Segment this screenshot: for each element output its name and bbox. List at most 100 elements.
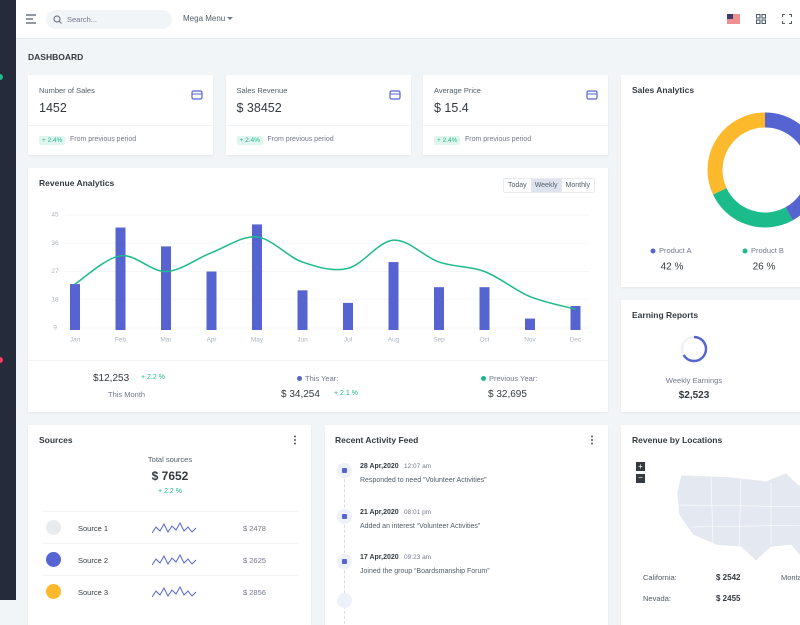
state-name: Nevada: (643, 594, 671, 603)
stat-icon (191, 90, 203, 100)
divider (28, 125, 213, 126)
apps-icon[interactable] (756, 14, 766, 24)
divider (423, 125, 608, 126)
content: Revenue Analytics Today Weekly Monthly $12… (28, 75, 800, 625)
sidebar (0, 0, 16, 600)
mega-menu[interactable]: Mega Menu (183, 14, 226, 23)
stat-card: Number of Sales 1452 + 2.4% From previous p… (28, 75, 213, 155)
earning-value: $2,523 (678, 390, 710, 401)
card-title: Revenue by Locations (632, 435, 723, 445)
sparkline (152, 521, 197, 534)
menu-toggle[interactable] (25, 13, 37, 25)
source-value: $ 2856 (243, 588, 266, 597)
stat-title: Average Price (434, 86, 481, 95)
icon-shape (191, 90, 203, 100)
search-placeholder: Search... (67, 15, 98, 24)
search-box[interactable]: Search... (46, 10, 172, 29)
divider (28, 360, 608, 361)
earning-card: Earning Reports Weekly Earnings $2,523 (621, 300, 800, 412)
topbar: Search... Mega Menu (16, 0, 800, 39)
legend-dot (481, 376, 486, 381)
page-title: DASHBOARD (28, 52, 84, 62)
row-divider (43, 543, 298, 544)
zoom-in[interactable]: + (636, 462, 645, 471)
timeline-icon-dot (342, 559, 347, 564)
stat-title: Sales Revenue (236, 86, 288, 95)
sparkline-path (152, 553, 197, 566)
stat-value: $ 15.4 (434, 101, 469, 115)
summary-label: Previous Year: (489, 374, 538, 383)
row-divider (43, 511, 298, 512)
source-icon (46, 584, 61, 599)
search-icon (53, 15, 62, 24)
stat-title: Number of Sales (39, 86, 95, 95)
caret (227, 17, 233, 20)
kebab-menu[interactable] (293, 435, 297, 445)
summary-value: $ 34,254 (281, 389, 320, 400)
tab[interactable]: Today (508, 182, 527, 189)
activity-card: Recent Activity Feed 28 Apr,2020 12:07 am… (325, 425, 608, 625)
summary-change: + 2.2 % (141, 374, 165, 381)
total-value: $ 7652 (151, 469, 189, 483)
stat-change: + 2.4% (434, 136, 461, 145)
timeline-icon-dot (342, 468, 347, 473)
icon-shape (388, 90, 401, 100)
activity-date: 17 Apr,2020 (360, 554, 399, 561)
source-value: $ 2625 (243, 556, 266, 565)
activity-text: Responded to need “Volunteer Activities” (360, 477, 487, 484)
stat-value: 1452 (39, 101, 67, 115)
source-name: Source 1 (78, 524, 109, 533)
card-title: Sources (39, 435, 73, 445)
flag[interactable] (727, 14, 740, 24)
sparkline-path (152, 585, 197, 598)
status-dot (0, 74, 3, 80)
total-label: Total sources (147, 455, 193, 464)
stat-icon (586, 90, 598, 100)
total-change: + 2.2 % (158, 488, 182, 495)
state-name: California: (643, 573, 677, 582)
activity-time: 09:23 am (404, 554, 432, 561)
earning-ring (680, 335, 708, 363)
state-name: Monta (781, 573, 800, 582)
revenue-card: Revenue Analytics Today Weekly Monthly $12… (28, 168, 608, 412)
activity-time: 12:07 am (404, 463, 432, 470)
stat-change: + 2.4% (39, 136, 66, 145)
summary-label: This Year: (305, 374, 339, 383)
earning-label: Weekly Earnings (665, 376, 723, 385)
activity-time: 08:01 pm (404, 508, 432, 516)
stat-card: Average Price $ 15.4 + 2.4% From previous p… (423, 75, 608, 155)
sparkline-path (152, 521, 197, 534)
icon-shape (586, 90, 598, 100)
sales-analytics-card: Sales Analytics (621, 75, 800, 287)
source-icon (46, 552, 61, 567)
stat-note: From previous period (70, 136, 137, 143)
timeline-icon (337, 593, 352, 608)
source-value: $ 2478 (243, 524, 266, 533)
source-name: Source 2 (78, 556, 109, 565)
divider (225, 125, 411, 126)
status-dot (0, 357, 3, 363)
summary-change: + 2.1 % (334, 390, 358, 397)
tab[interactable]: Monthly (565, 182, 591, 189)
activity-text: Added an interest “Volunteer Activities” (360, 522, 481, 530)
stat-icon (388, 90, 401, 100)
kebab-menu[interactable] (590, 435, 594, 445)
legend-dot (297, 376, 302, 381)
stat-change: + 2.4% (236, 136, 263, 145)
row-divider (43, 575, 298, 576)
card-title: Revenue Analytics (39, 178, 115, 188)
fullscreen-icon[interactable] (782, 14, 792, 24)
zoom-out[interactable]: − (636, 474, 645, 483)
summary-label: This Month (108, 390, 146, 399)
tab-group: Today Weekly Monthly (503, 178, 596, 193)
source-icon (46, 520, 61, 535)
sparkline (152, 585, 197, 598)
tab[interactable]: Weekly (530, 179, 562, 192)
summary-value: $12,253 (93, 373, 130, 384)
activity-text: Joined the group “Boardsmanship Forum” (360, 568, 490, 575)
activity-date: 28 Apr,2020 (360, 463, 399, 470)
state-value: $ 2542 (716, 573, 741, 582)
sparkline (152, 553, 197, 566)
sources-card: Sources Total sources $ 7652 + 2.2 % Sou… (28, 425, 311, 625)
